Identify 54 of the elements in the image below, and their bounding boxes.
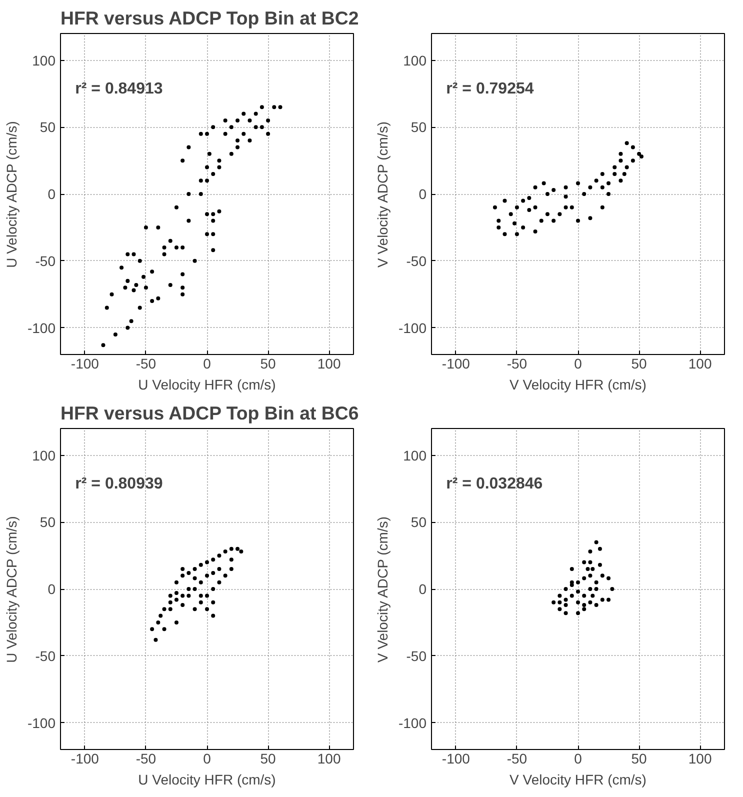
x-tick-label: 0: [574, 750, 582, 766]
y-tick-label: 50: [40, 514, 56, 530]
y-tick-label: 0: [48, 186, 56, 202]
x-tick-label: 50: [631, 356, 648, 372]
x-tick-label: 0: [203, 750, 212, 766]
x-axis-title: V Velocity HFR (cm/s): [510, 772, 646, 788]
y-tick-label: -100: [27, 714, 56, 731]
y-axis-title: U Velocity ADCP (cm/s): [3, 121, 20, 268]
y-axis-title: V Velocity ADCP (cm/s): [374, 122, 390, 268]
y-axis-title: U Velocity ADCP (cm/s): [3, 516, 20, 663]
y-tick-label: -50: [406, 648, 427, 664]
x-tick-label: -100: [70, 750, 100, 766]
annotation: r² = 0.84913: [75, 80, 163, 98]
y-tick-label: 0: [418, 581, 427, 597]
y-tick-label: 100: [32, 52, 56, 68]
x-axis-title: U Velocity HFR (cm/s): [138, 772, 276, 788]
x-tick-label: -100: [442, 750, 470, 766]
x-tick-label: 100: [317, 356, 341, 372]
y-tick-label: -50: [35, 648, 56, 664]
x-tick-label: 100: [688, 750, 712, 766]
y-tick-label: -100: [398, 714, 427, 731]
annotation: r² = 0.032846: [446, 476, 543, 493]
x-tick-label: 0: [203, 356, 212, 372]
x-tick-label: 50: [260, 356, 276, 372]
x-tick-label: 0: [574, 356, 582, 372]
x-tick-label: 100: [688, 356, 712, 372]
x-axis-title: V Velocity HFR (cm/s): [510, 376, 646, 392]
y-tick-label: -50: [406, 252, 427, 269]
annotation: r² = 0.80939: [75, 476, 163, 493]
x-tick-label: 50: [631, 750, 648, 766]
x-tick-label: -100: [70, 356, 100, 372]
chart-title: HFR versus ADCP Top Bin at BC2: [60, 8, 359, 28]
y-tick-label: 50: [40, 119, 56, 136]
x-tick-label: -50: [136, 356, 156, 372]
y-tick-label: 0: [418, 186, 427, 202]
x-tick-label: -50: [136, 750, 156, 766]
y-tick-label: -100: [27, 320, 56, 336]
y-tick-label: 100: [32, 447, 56, 464]
y-tick-label: -100: [398, 320, 427, 336]
y-tick-label: 100: [403, 447, 427, 464]
chart-title: HFR versus ADCP Top Bin at BC6: [60, 402, 359, 424]
x-tick-label: 100: [317, 750, 341, 766]
y-axis-title: V Velocity ADCP (cm/s): [374, 516, 390, 663]
x-tick-label: -50: [506, 750, 528, 766]
y-tick-label: -50: [35, 252, 56, 269]
x-tick-label: 50: [260, 750, 276, 766]
y-tick-label: 50: [410, 119, 427, 136]
x-axis-title: U Velocity HFR (cm/s): [138, 376, 276, 392]
annotation: r² = 0.79254: [446, 80, 534, 98]
x-tick-label: -50: [506, 356, 528, 372]
y-tick-label: 50: [410, 514, 427, 530]
y-tick-label: 100: [403, 52, 427, 68]
y-tick-label: 0: [48, 581, 56, 597]
x-tick-label: -100: [442, 356, 470, 372]
